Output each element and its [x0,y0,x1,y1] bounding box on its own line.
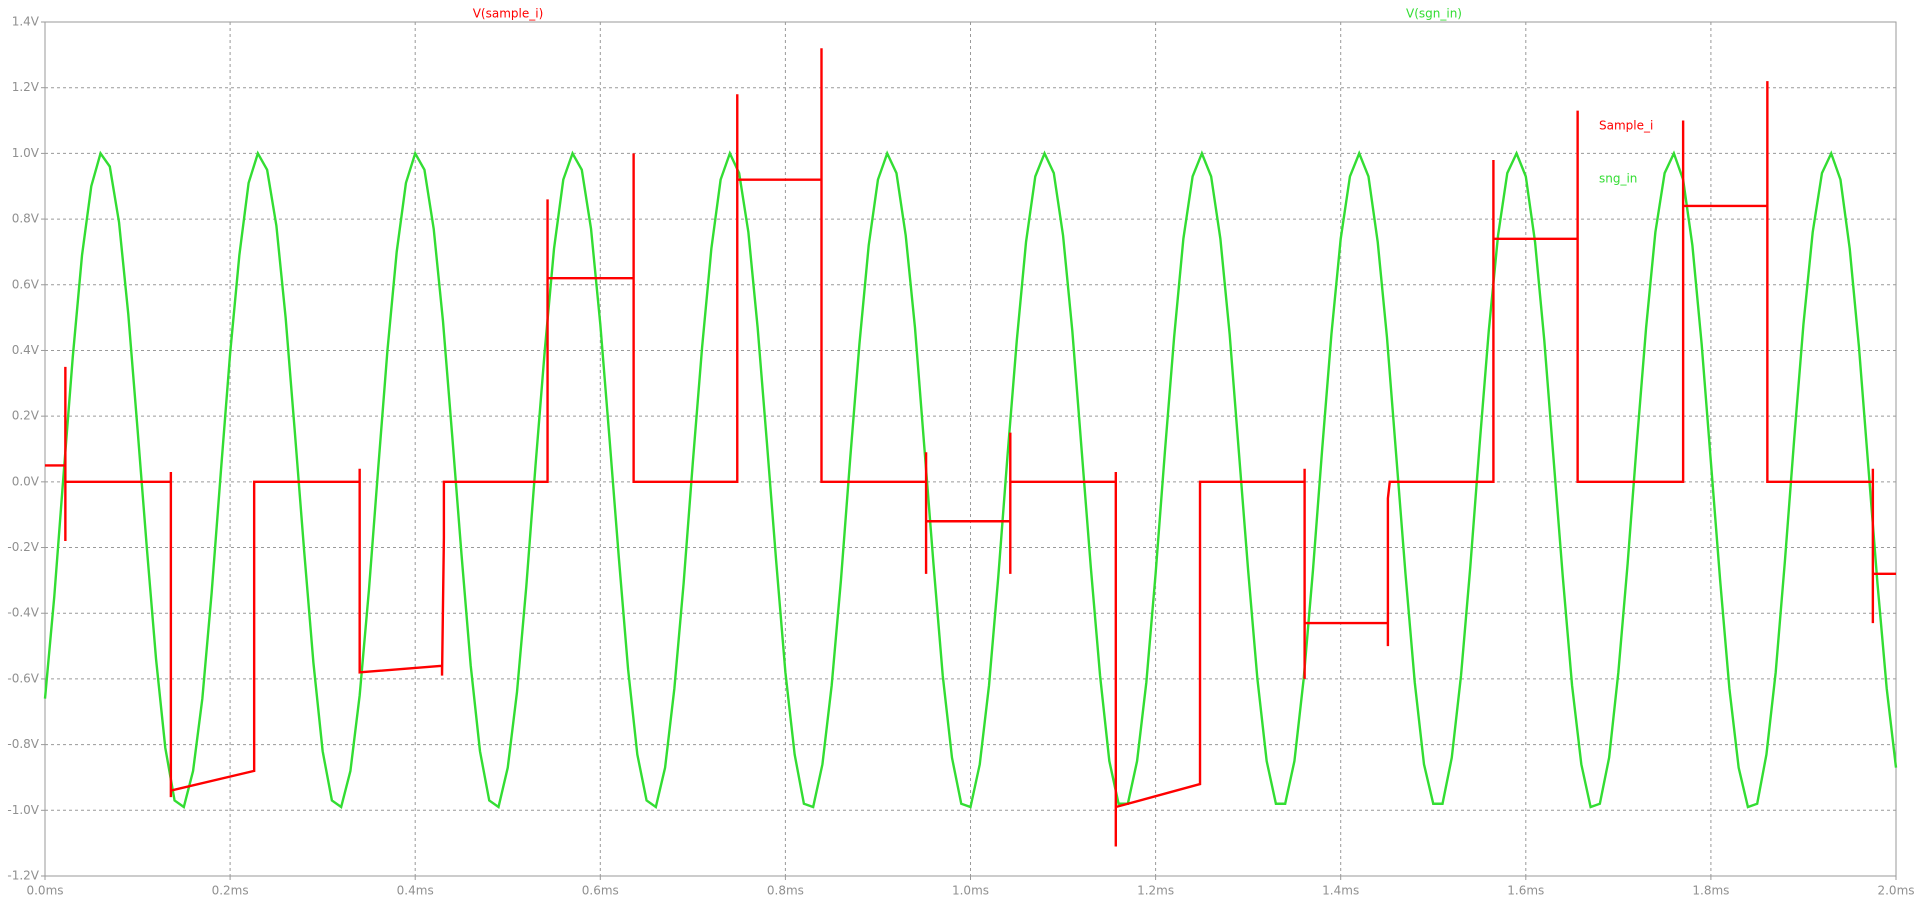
y-tick-label: 1.0V [12,146,40,160]
x-tick-label: 1.2ms [1137,884,1174,898]
annotation: sng_in [1599,172,1637,186]
x-tick-label: 1.6ms [1507,884,1544,898]
trace [45,48,1896,847]
annotation: Sample_i [1599,119,1653,133]
trace [43,150,1898,810]
y-tick-label: -0.2V [7,540,39,554]
legend-entry: V(sgn_in) [1406,7,1462,21]
y-tick-label: 0.6V [12,277,40,291]
x-tick-label: 1.4ms [1322,884,1359,898]
y-tick-label: 1.2V [12,80,40,94]
y-tick-label: -0.6V [7,671,39,685]
y-tick-label: 0.8V [12,212,40,226]
legend-entry: V(sample_i) [473,7,544,21]
y-tick-label: -1.0V [7,803,39,817]
x-tick-label: 0.2ms [212,884,249,898]
x-tick-label: 0.6ms [582,884,619,898]
y-tick-label: 1.4V [12,15,40,29]
x-tick-label: 1.8ms [1692,884,1729,898]
x-tick-label: 0.4ms [397,884,434,898]
grid [44,21,1897,877]
y-tick-label: 0.2V [12,409,40,423]
x-tick-label: 1.0ms [952,884,989,898]
y-tick-label: -0.4V [7,606,39,620]
x-tick-label: 2.0ms [1877,884,1914,898]
x-tick-label: 0.8ms [767,884,804,898]
y-tick-label: 0.0V [12,474,40,488]
y-tick-label: -0.8V [7,737,39,751]
x-tick-label: 0.0ms [26,884,63,898]
y-tick-label: -1.2V [7,869,39,883]
y-tick-label: 0.4V [12,343,40,357]
